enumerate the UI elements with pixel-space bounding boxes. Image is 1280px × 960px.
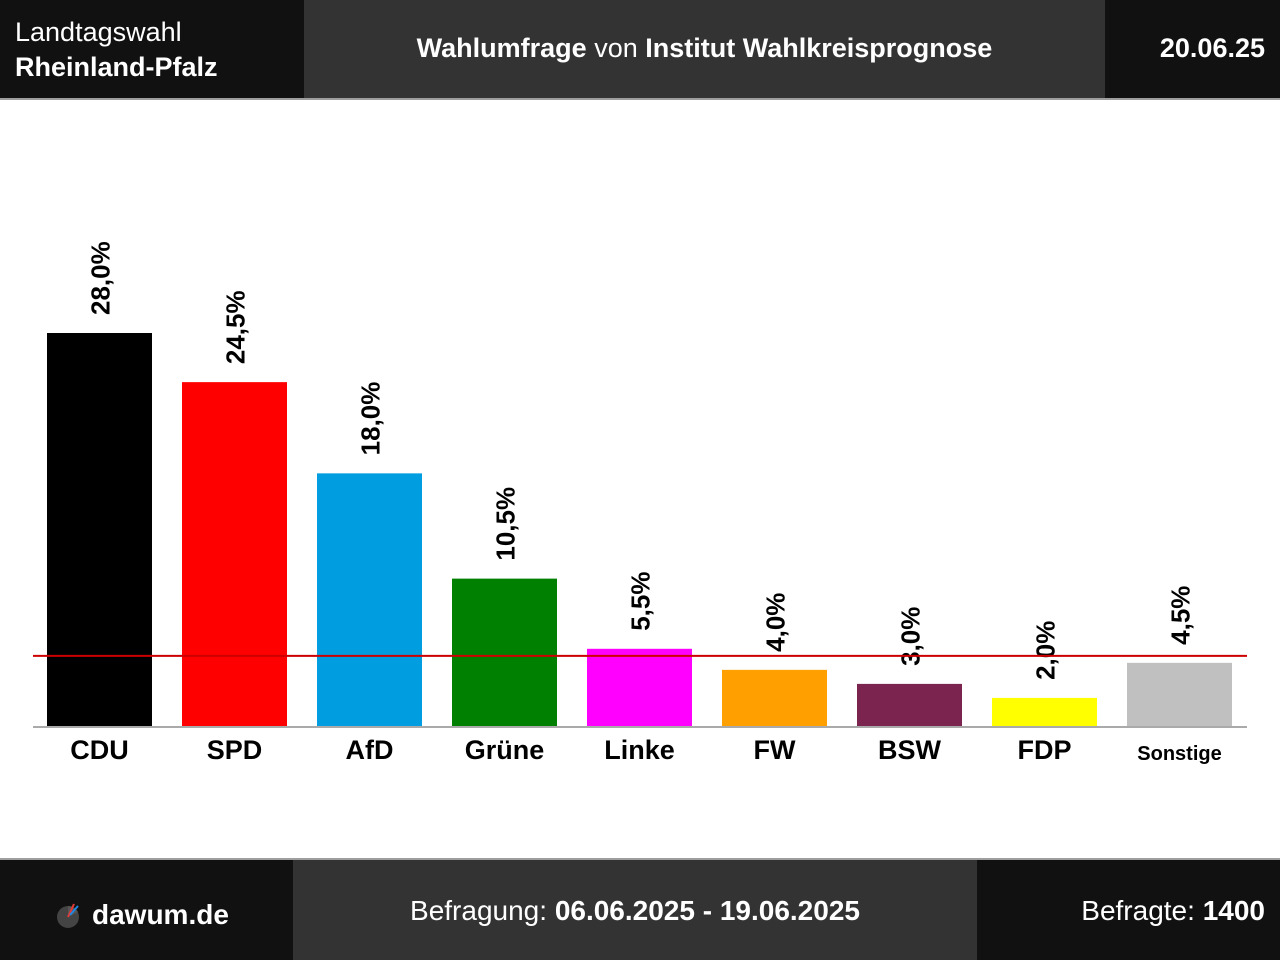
header-bar xyxy=(0,0,1280,98)
respondents-label: Befragte: xyxy=(1081,895,1195,926)
footer-divider xyxy=(0,858,1280,860)
bars-group xyxy=(47,333,1232,726)
header-divider xyxy=(0,98,1280,100)
bar-afd xyxy=(317,473,422,726)
survey-period-label: Befragung: xyxy=(410,895,548,926)
brand-name: dawum.de xyxy=(92,899,229,930)
category-label-gruene: Grüne xyxy=(465,735,545,765)
value-label-spd: 24,5% xyxy=(221,290,251,364)
value-label-afd: 18,0% xyxy=(356,382,386,456)
category-label-linke: Linke xyxy=(604,735,675,765)
value-label-fw: 4,0% xyxy=(761,593,791,652)
value-label-bsw: 3,0% xyxy=(896,607,926,666)
institute-name: Institut Wahlkreisprognose xyxy=(645,33,993,63)
bar-spd xyxy=(182,382,287,726)
category-labels-group: CDU SPD AfD Grüne Linke FW BSW FDP Sonstige xyxy=(70,735,1221,765)
header-right-panel xyxy=(1105,0,1280,98)
value-label-linke: 5,5% xyxy=(626,572,656,631)
poll-bar-chart: 28,0% 24,5% 18,0% 10,5% 5,5% 4,0% 3,0% 2,0% 4,5%… xyxy=(33,241,1247,765)
poll-connector: von xyxy=(594,33,638,63)
value-label-gruene: 10,5% xyxy=(491,487,521,561)
survey-period: Befragung: 06.06.2025 - 19.06.2025 xyxy=(293,895,977,927)
footer-right-panel xyxy=(977,860,1280,960)
brand[interactable]: dawum.de xyxy=(54,897,229,933)
value-label-cdu: 28,0% xyxy=(86,241,116,315)
value-label-sonstige: 4,5% xyxy=(1166,586,1196,645)
bar-sonstige xyxy=(1127,662,1232,726)
category-label-sonstige: Sonstige xyxy=(1137,743,1221,765)
election-title: Landtagswahl xyxy=(15,17,182,47)
bar-linke xyxy=(587,648,692,726)
footer-bar xyxy=(0,860,1280,960)
category-label-bsw: BSW xyxy=(878,735,942,765)
bar-cdu xyxy=(47,333,152,726)
footer-left-panel xyxy=(0,860,293,960)
category-label-spd: SPD xyxy=(207,735,263,765)
category-label-fdp: FDP xyxy=(1018,735,1072,765)
category-label-cdu: CDU xyxy=(70,735,129,765)
respondents-value: 1400 xyxy=(1202,895,1265,926)
dawum-logo-icon xyxy=(57,903,79,928)
category-label-afd: AfD xyxy=(346,735,394,765)
survey-period-value: 06.06.2025 - 19.06.2025 xyxy=(554,895,860,926)
bar-bsw xyxy=(857,683,962,726)
bar-fdp xyxy=(992,697,1097,726)
value-label-fdp: 2,0% xyxy=(1031,621,1061,680)
poll-date: 20.06.25 xyxy=(1159,33,1265,63)
respondents: Befragte: 1400 xyxy=(1081,895,1265,927)
poll-label: Wahlumfrage xyxy=(416,33,587,63)
header-left-panel xyxy=(0,0,304,98)
state-title: Rheinland-Pfalz xyxy=(15,52,218,82)
poll-source: Wahlumfrage von Institut Wahlkreisprogno… xyxy=(304,33,1105,64)
category-label-fw: FW xyxy=(754,735,796,765)
bar-fw xyxy=(722,669,827,726)
bar-gruene xyxy=(452,578,557,726)
